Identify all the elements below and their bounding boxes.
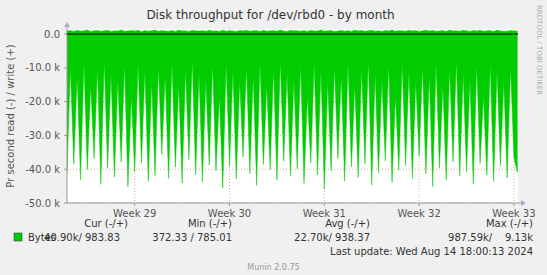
stats-header: Avg (-/+)	[325, 218, 370, 229]
stats-header: Min (-/+)	[188, 218, 232, 229]
x-tick-label: Week 32	[397, 208, 440, 219]
last-update: Last update: Wed Aug 14 18:00:13 2024	[330, 246, 533, 257]
y-tick	[64, 101, 67, 102]
background	[0, 0, 547, 275]
stats-value: 40.90k/ 983.83	[44, 232, 120, 243]
stats-value: 987.59k/ 9.13k	[448, 232, 533, 243]
y-tick	[64, 169, 67, 170]
x-tick	[324, 203, 325, 206]
y-tick	[64, 203, 67, 204]
y-tick	[64, 135, 67, 136]
y-tick-label: -40.0 k	[25, 164, 60, 175]
y-tick-label: -20.0 k	[25, 96, 60, 107]
y-axis-label: Pr second read (-) / write (+)	[5, 44, 16, 187]
grid-line	[67, 34, 518, 35]
x-axis-arrow	[521, 200, 526, 206]
stats-header: Cur (-/+)	[84, 218, 128, 229]
x-tick	[134, 203, 135, 206]
y-axis-arrow	[64, 22, 70, 27]
watermark: RRDTOOL / TOBI OETIKER	[535, 5, 543, 95]
y-tick-label: -10.0 k	[25, 62, 60, 73]
x-tick	[513, 203, 514, 206]
stats-value: 22.70k/ 938.37	[294, 232, 370, 243]
x-tick	[229, 203, 230, 206]
stats-value: 372.33 / 785.01	[152, 232, 232, 243]
title: Disk throughput for /dev/rbd0 - by month	[146, 8, 394, 22]
zero-line	[67, 34, 518, 35]
y-tick-label: -30.0 k	[25, 130, 60, 141]
y-tick-label: -50.0 k	[25, 198, 60, 209]
x-tick	[419, 203, 420, 206]
legend-swatch	[14, 233, 22, 241]
y-tick-label: 0.0	[44, 29, 60, 40]
footer: Munin 2.0.75	[247, 263, 299, 272]
y-tick	[64, 67, 67, 68]
data-group	[67, 30, 517, 189]
x-axis	[67, 203, 524, 204]
chart: 0.0 -10.0 k -20.0 k -30.0 k -40.0 k -50.0 k We…	[0, 0, 547, 275]
plot-area	[67, 29, 518, 203]
y-axis	[67, 24, 68, 203]
stats-header: Max (-/+)	[486, 218, 533, 229]
y-tick	[64, 34, 67, 35]
series-area	[67, 30, 517, 34]
series-area	[67, 34, 517, 189]
